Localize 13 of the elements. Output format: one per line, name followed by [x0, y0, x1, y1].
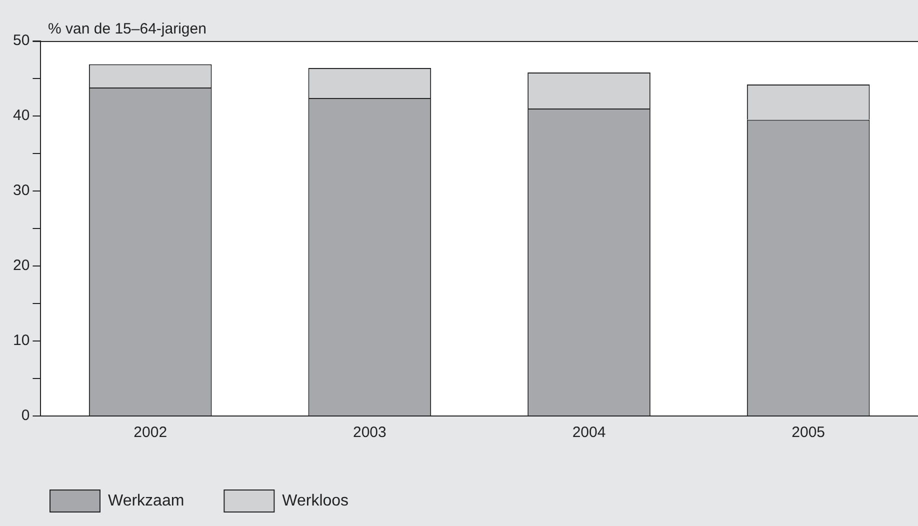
y-axis-title: % van de 15–64-jarigen	[48, 20, 206, 38]
legend-label: Werkloos	[282, 492, 349, 510]
y-tick-label: 40	[12, 107, 30, 124]
y-tick-label: 30	[12, 182, 30, 200]
x-tick-label: 2004	[572, 424, 606, 442]
y-tick-label: 10	[12, 332, 30, 350]
y-tick-label: 50	[12, 32, 30, 50]
y-tick-label: 0	[21, 407, 30, 424]
x-tick-label: 2005	[792, 424, 826, 442]
x-tick-label: 2003	[352, 424, 386, 442]
legend-label: Werkzaam	[108, 492, 184, 510]
x-tick-label: 2002	[134, 424, 168, 442]
y-tick-label: 20	[12, 257, 30, 274]
